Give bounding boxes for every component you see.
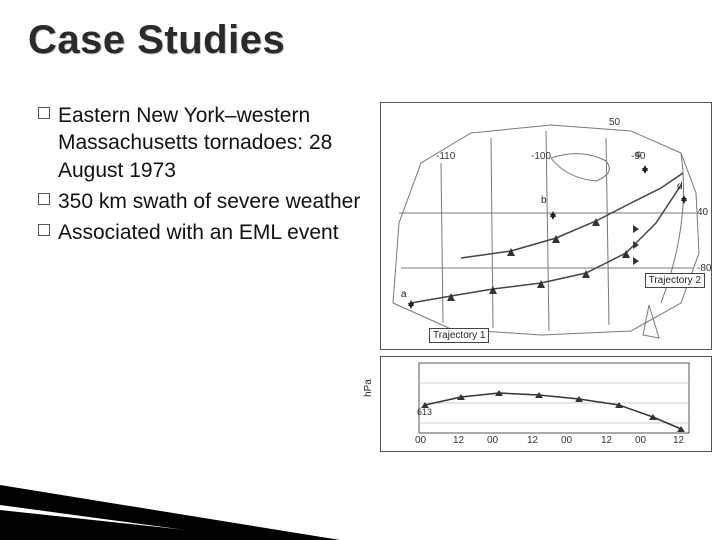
bullet-item: Associated with an EML event [38,219,368,246]
bullet-box-icon [38,193,50,205]
body-text: Eastern New York–western Massachusetts t… [38,102,368,250]
xtick: 00 [635,435,646,446]
svg-text:50: 50 [609,117,621,128]
legend-trajectory-1: Trajectory 1 [429,328,489,343]
svg-text:40: 40 [697,207,709,218]
bullet-text: Associated with an EML event [58,221,339,244]
svg-text:-100: -100 [531,151,551,162]
slide: Case Studies Eastern New York–western Ma… [0,0,720,540]
page-title: Case Studies [28,18,285,63]
map-point-d: d [677,181,683,192]
map-point-b: b [541,195,547,206]
bullet-box-icon [38,107,50,119]
figure: 50 -110 -100 -90 40 -80 [380,102,712,452]
xtick: 12 [527,435,538,446]
map-svg: 50 -110 -100 -90 40 -80 [381,103,711,349]
timeseries-svg: 613 [381,357,711,451]
bullet-text: Eastern New York–western Massachusetts t… [58,104,332,182]
bullet-box-icon [38,224,50,236]
xtick: 00 [415,435,426,446]
map-point-a: a [401,289,407,300]
svg-text:613: 613 [417,407,432,417]
bullet-item: 350 km swath of severe weather [38,188,368,215]
map-panel: 50 -110 -100 -90 40 -80 [380,102,712,350]
xtick: 00 [561,435,572,446]
xtick: 12 [453,435,464,446]
legend-trajectory-2: Trajectory 2 [645,273,705,288]
slide-decor-wedge [0,450,380,540]
svg-text:-110: -110 [436,151,456,162]
bullet-item: Eastern New York–western Massachusetts t… [38,102,368,184]
timeseries-panel: hPa [380,356,712,452]
xtick: 12 [601,435,612,446]
xtick: 00 [487,435,498,446]
map-point-c: c [636,149,641,160]
xtick: 12 [673,435,684,446]
y-axis-label: hPa [363,379,374,397]
bullet-text: 350 km swath of severe weather [58,190,360,213]
